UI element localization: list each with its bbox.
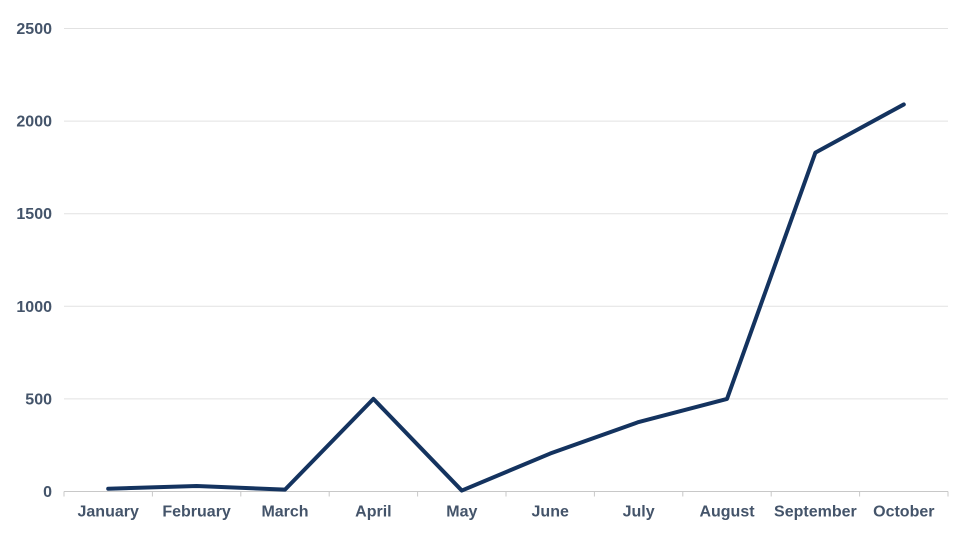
x-tick-label: March (261, 504, 308, 521)
y-tick-label: 2500 (16, 21, 52, 38)
y-tick-label: 2000 (16, 114, 52, 131)
x-tick-label: February (162, 504, 231, 521)
y-tick-label: 1000 (16, 299, 52, 316)
x-tick-label: September (774, 504, 857, 521)
x-tick-label: July (623, 504, 655, 521)
x-tick-label: October (873, 504, 934, 521)
x-tick-label: May (446, 504, 477, 521)
x-tick-label: June (532, 504, 569, 521)
y-tick-label: 0 (43, 484, 52, 501)
x-tick-label: August (699, 504, 755, 521)
x-tick-label: January (78, 504, 139, 521)
y-tick-label: 1500 (16, 206, 52, 223)
y-tick-label: 500 (25, 391, 52, 408)
x-tick-label: April (355, 504, 391, 521)
data-line (106, 102, 906, 493)
